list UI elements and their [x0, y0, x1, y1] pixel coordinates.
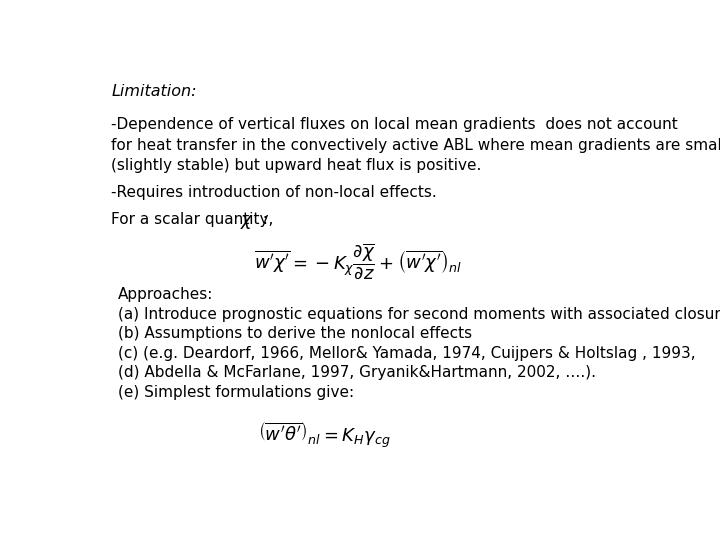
- Text: $\left(\overline{w^{\prime}\theta^{\prime}}\right)_{nl}=K_{H}\gamma_{cg}$: $\left(\overline{w^{\prime}\theta^{\prim…: [258, 420, 391, 449]
- Text: Limitation:: Limitation:: [111, 84, 197, 98]
- Text: (a) Introduce prognostic equations for second moments with associated closure: (a) Introduce prognostic equations for s…: [118, 307, 720, 322]
- Text: :: :: [253, 212, 268, 227]
- Text: -Requires introduction of non-local effects.: -Requires introduction of non-local effe…: [111, 185, 437, 200]
- Text: for heat transfer in the convectively active ABL where mean gradients are small: for heat transfer in the convectively ac…: [111, 138, 720, 153]
- Text: (e) Simplest formulations give:: (e) Simplest formulations give:: [118, 385, 354, 400]
- Text: $\overline{w^{\prime}\chi^{\prime}}=-K_{\chi}\dfrac{\partial\overline{\chi}}{\pa: $\overline{w^{\prime}\chi^{\prime}}=-K_{…: [253, 241, 462, 281]
- Text: (c) (e.g. Deardorf, 1966, Mellor& Yamada, 1974, Cuijpers & Holtslag , 1993,: (c) (e.g. Deardorf, 1966, Mellor& Yamada…: [118, 346, 696, 361]
- Text: $\chi$: $\chi$: [240, 213, 253, 231]
- Text: Approaches:: Approaches:: [118, 287, 213, 302]
- Text: (d) Abdella & McFarlane, 1997, Gryanik&Hartmann, 2002, ….).: (d) Abdella & McFarlane, 1997, Gryanik&H…: [118, 366, 596, 380]
- Text: For a scalar quantity,: For a scalar quantity,: [111, 212, 274, 227]
- Text: (b) Assumptions to derive the nonlocal effects: (b) Assumptions to derive the nonlocal e…: [118, 326, 472, 341]
- Text: (slightly stable) but upward heat flux is positive.: (slightly stable) but upward heat flux i…: [111, 158, 482, 173]
- Text: -Dependence of vertical fluxes on local mean gradients  does not account: -Dependence of vertical fluxes on local …: [111, 117, 678, 132]
